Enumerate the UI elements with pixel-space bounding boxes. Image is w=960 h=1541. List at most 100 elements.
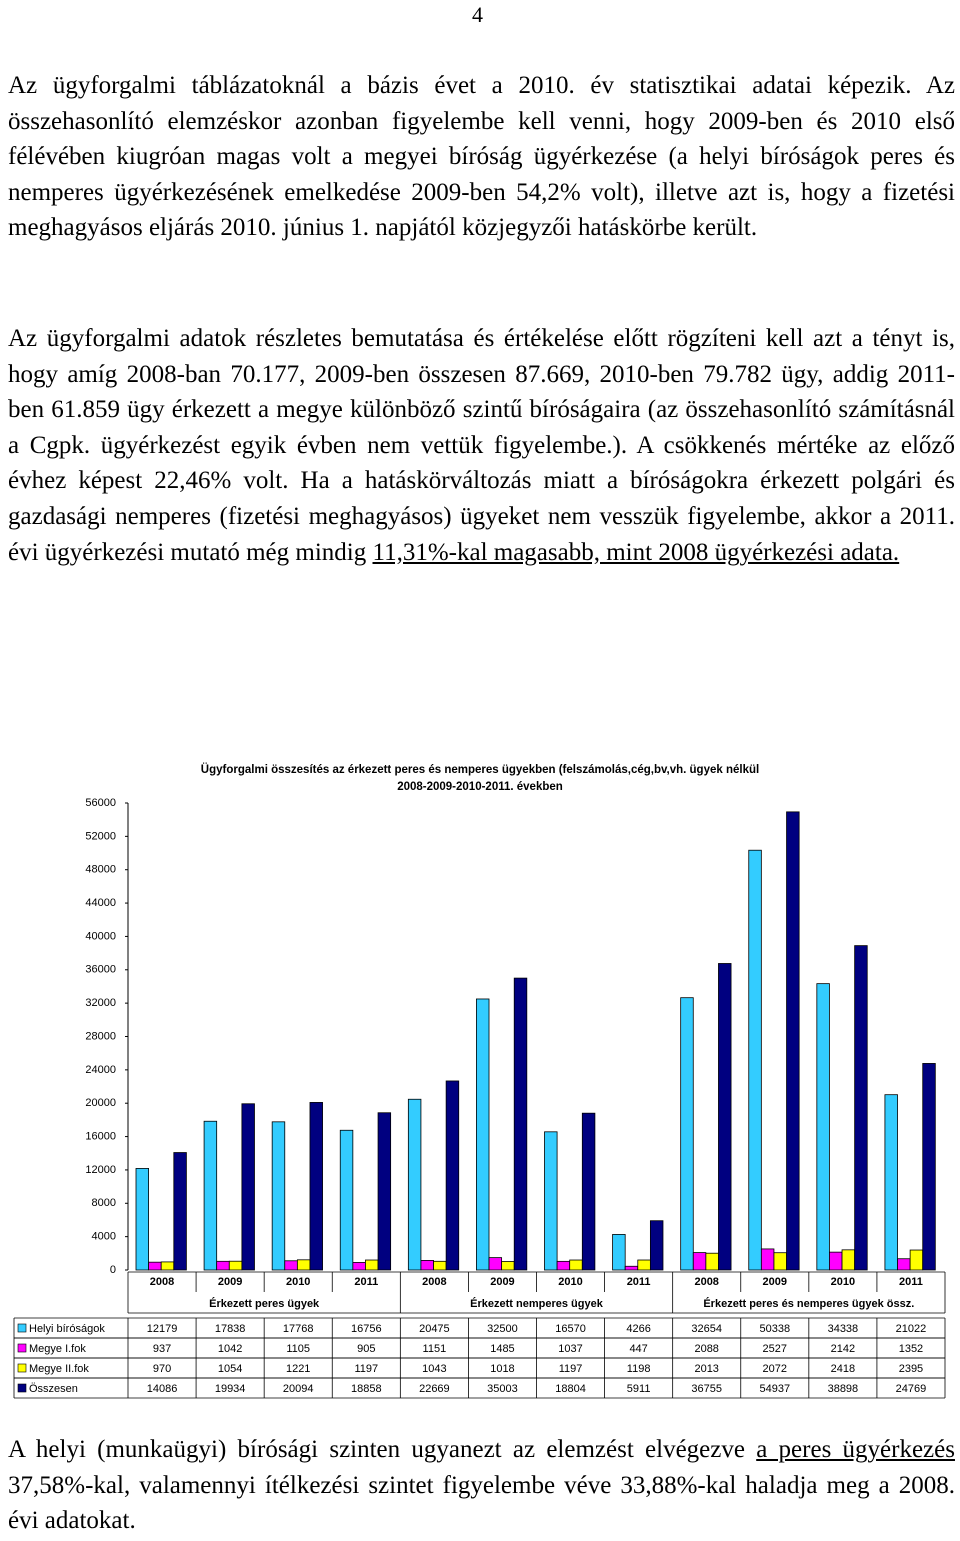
- x-tick-label: 2009: [490, 1276, 514, 1288]
- x-tick-label: 2011: [627, 1276, 651, 1288]
- table-cell: 22669: [419, 1383, 450, 1395]
- bar: [203, 1120, 218, 1271]
- table-cell: 5911: [627, 1383, 651, 1395]
- x-tick-label: 2009: [763, 1276, 787, 1288]
- bar: [649, 1220, 664, 1271]
- table-cell: 1197: [559, 1363, 583, 1375]
- bar: [228, 1260, 243, 1271]
- bar: [445, 1080, 460, 1271]
- table-cell: 17768: [283, 1323, 314, 1335]
- bar: [569, 1259, 583, 1271]
- bar: [148, 1261, 162, 1271]
- table-cell: 24769: [896, 1383, 927, 1395]
- bar: [407, 1098, 422, 1271]
- chart-subtitle: 2008-2009-2010-2011. években: [397, 781, 563, 793]
- bar: [705, 1252, 719, 1271]
- paragraph: Az ügyforgalmi táblázatoknál a bázis éve…: [8, 68, 955, 246]
- bar: [309, 1102, 323, 1271]
- y-tick-label: 40000: [85, 930, 116, 942]
- bar: [884, 1094, 898, 1271]
- table-cell: 1054: [218, 1363, 242, 1375]
- table-cell: 50338: [759, 1323, 790, 1335]
- bar: [581, 1112, 596, 1271]
- table-cell: 1352: [899, 1343, 923, 1355]
- bar: [501, 1261, 515, 1271]
- x-tick-label: 2008: [694, 1276, 718, 1288]
- y-tick-label: 12000: [85, 1164, 116, 1176]
- table-cell: 1042: [218, 1343, 242, 1355]
- y-tick-label: 36000: [85, 964, 116, 976]
- bar: [909, 1249, 924, 1271]
- y-tick-label: 20000: [85, 1097, 116, 1109]
- bar: [488, 1257, 503, 1271]
- x-tick-label: 2011: [899, 1276, 923, 1288]
- bar: [476, 998, 490, 1271]
- table-cell: 447: [629, 1343, 647, 1355]
- bar: [786, 811, 800, 1271]
- table-cell: 17838: [215, 1323, 246, 1335]
- bar: [160, 1261, 175, 1271]
- legend-label: Megye I.fok: [29, 1343, 86, 1355]
- paragraph: Az ügyforgalmi adatok részletes bemutatá…: [8, 321, 955, 570]
- table-cell: 4266: [626, 1323, 650, 1335]
- table-cell: 16756: [351, 1323, 382, 1335]
- bar: [271, 1121, 286, 1271]
- bar: [854, 945, 868, 1271]
- bar: [612, 1234, 626, 1271]
- table-cell: 1037: [558, 1343, 582, 1355]
- table-cell: 1018: [490, 1363, 514, 1375]
- table-cell: 2527: [763, 1343, 787, 1355]
- table-cell: 20094: [283, 1383, 314, 1395]
- bar: [339, 1129, 354, 1271]
- bar: [433, 1260, 447, 1271]
- x-tick-label: 2010: [831, 1276, 855, 1288]
- table-cell: 1197: [354, 1363, 378, 1375]
- table-cell: 2395: [899, 1363, 923, 1375]
- legend-label: Összesen: [29, 1383, 78, 1395]
- text-segment: 37,58%-kal, valamennyi ítélkezési szinte…: [8, 1471, 955, 1535]
- table-cell: 18858: [351, 1383, 382, 1395]
- legend-swatch: [17, 1363, 27, 1373]
- y-tick-label: 4000: [92, 1231, 116, 1243]
- bar: [352, 1262, 366, 1271]
- x-tick-label: 2009: [218, 1276, 242, 1288]
- bar: [513, 977, 528, 1271]
- chart-title: Ügyforgalmi összesítés az érkezett peres…: [201, 763, 759, 776]
- table-cell: 54937: [759, 1383, 790, 1395]
- table-cell: 2418: [831, 1363, 855, 1375]
- bar: [718, 963, 732, 1271]
- legend-swatch: [17, 1323, 27, 1333]
- table-cell: 12179: [147, 1323, 178, 1335]
- bar: [748, 849, 762, 1271]
- bar: [216, 1260, 230, 1271]
- group-label: Érkezett peres ügyek: [209, 1297, 320, 1310]
- table-cell: 20475: [419, 1323, 450, 1335]
- table-cell: 35003: [487, 1383, 518, 1395]
- table-cell: 2013: [694, 1363, 718, 1375]
- table-cell: 32500: [487, 1323, 518, 1335]
- bar: [296, 1259, 311, 1271]
- y-tick-label: 28000: [85, 1030, 116, 1042]
- y-tick-label: 48000: [85, 864, 116, 876]
- text-segment: a peres ügyérkezés: [756, 1436, 955, 1463]
- table-cell: 18804: [555, 1383, 586, 1395]
- x-tick-label: 2010: [286, 1276, 310, 1288]
- table-cell: 1485: [490, 1343, 514, 1355]
- table-cell: 1105: [286, 1343, 310, 1355]
- bar: [841, 1249, 856, 1271]
- table-cell: 38898: [828, 1383, 859, 1395]
- table-cell: 2072: [763, 1363, 787, 1375]
- table-cell: 1151: [423, 1343, 447, 1355]
- y-tick-label: 16000: [85, 1130, 116, 1142]
- group-label: Érkezett peres és nemperes ügyek össz.: [703, 1297, 914, 1310]
- bar: [897, 1258, 911, 1271]
- table-cell: 36755: [691, 1383, 722, 1395]
- bar: [624, 1265, 639, 1271]
- bar: [135, 1168, 150, 1271]
- bar: [365, 1259, 379, 1271]
- group-label: Érkezett nemperes ügyek: [470, 1297, 604, 1310]
- table-cell: 2088: [694, 1343, 718, 1355]
- bar: [544, 1131, 558, 1271]
